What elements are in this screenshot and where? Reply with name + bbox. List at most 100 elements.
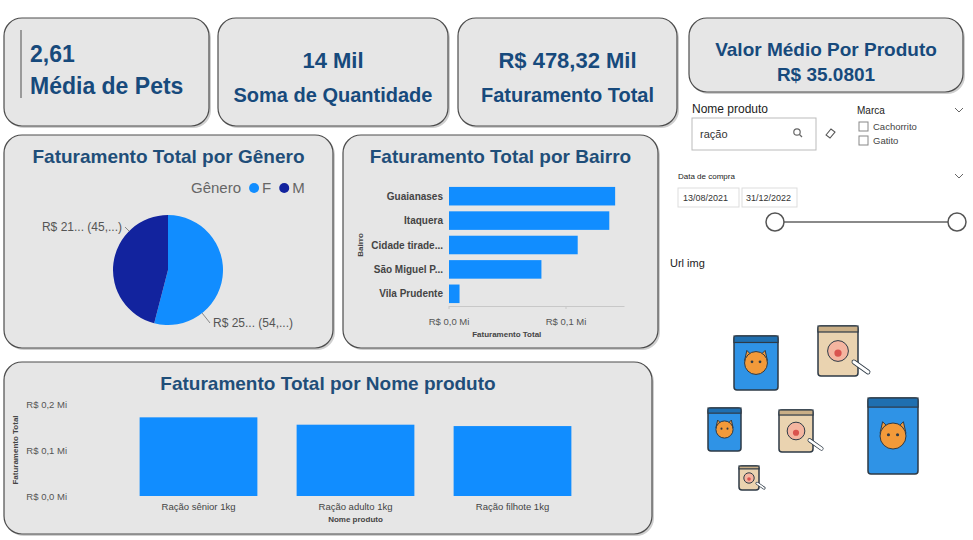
paw-pad bbox=[834, 349, 841, 356]
legend-label: F bbox=[262, 179, 271, 196]
chevron[interactable] bbox=[955, 174, 963, 178]
tick-label: Vila Prudente bbox=[379, 288, 443, 299]
tick-mark bbox=[117, 450, 120, 451]
bars bbox=[140, 417, 572, 496]
cat-eye bbox=[751, 360, 754, 363]
axis-title: Faturamento Total bbox=[11, 415, 20, 484]
leader-line bbox=[202, 313, 210, 323]
data-label: R$ 21... (45,...) bbox=[42, 220, 122, 234]
bone bbox=[757, 483, 764, 488]
tick-label: R$ 0,1 Mi bbox=[546, 316, 587, 327]
chart-title: Faturamento Total por Gênero bbox=[32, 146, 304, 167]
bag-body bbox=[868, 398, 918, 474]
cat-face bbox=[745, 352, 768, 375]
chart-panel bbox=[4, 135, 333, 348]
slicer-title: Marca bbox=[857, 105, 885, 116]
card-accent bbox=[20, 30, 22, 98]
chart-title: Faturamento Total por Nome produto bbox=[160, 373, 495, 394]
date-box[interactable] bbox=[678, 188, 739, 207]
slicer-title: Url img bbox=[670, 257, 705, 269]
pet-food-icon bbox=[779, 410, 822, 452]
slicer-title: Nome produto bbox=[692, 102, 768, 116]
bar bbox=[449, 236, 578, 255]
paw bbox=[787, 422, 805, 440]
slicer-option: Gatito bbox=[873, 135, 898, 146]
axis-title: Faturamento Total bbox=[472, 330, 541, 339]
cat-eye bbox=[726, 428, 728, 430]
checkbox[interactable] bbox=[859, 136, 868, 145]
date-text: 31/12/2022 bbox=[746, 193, 791, 203]
date-text: 13/08/2021 bbox=[683, 193, 728, 203]
paw bbox=[744, 473, 754, 483]
tick-label: Ração sênior 1kg bbox=[162, 501, 236, 512]
bar bbox=[297, 425, 415, 496]
kpi-card bbox=[458, 18, 677, 126]
chart-panel bbox=[4, 362, 652, 534]
kpi-value: 14 Mil bbox=[302, 48, 363, 73]
kpi-label: Valor Médio Por Produto bbox=[715, 39, 937, 60]
date-box[interactable] bbox=[742, 188, 797, 207]
pet-food-icon bbox=[708, 408, 741, 451]
tick-label: Guaianases bbox=[387, 191, 444, 202]
kpi-label: Média de Pets bbox=[30, 73, 183, 99]
tick-label: Cidade tirade... bbox=[371, 240, 443, 251]
bone bbox=[757, 483, 764, 488]
cat-face bbox=[716, 421, 733, 438]
bag-top bbox=[734, 336, 778, 342]
tick-label: Ração filhote 1kg bbox=[476, 501, 549, 512]
bag-body bbox=[708, 408, 741, 451]
bone bbox=[854, 362, 868, 372]
tick-label: R$ 0,2 Mi bbox=[26, 399, 67, 410]
axis-title: Bairro bbox=[356, 233, 365, 257]
pet-food-icon bbox=[734, 336, 778, 390]
tick-mark bbox=[117, 496, 120, 497]
bar bbox=[449, 285, 460, 304]
tick-label: R$ 0,0 Mi bbox=[429, 316, 470, 327]
dashboard: 2,61 Média de Pets 14 Mil Soma de Quantidad… bbox=[0, 0, 973, 540]
cat-face bbox=[880, 423, 906, 449]
bar bbox=[140, 417, 258, 496]
search-box[interactable] bbox=[692, 118, 816, 150]
paw-pad bbox=[747, 477, 751, 481]
kpi-value: 2,61 bbox=[30, 41, 75, 67]
eraser-icon[interactable] bbox=[826, 129, 835, 138]
slider-handle[interactable] bbox=[948, 213, 966, 231]
axis-title: Nome produto bbox=[328, 515, 383, 524]
bar bbox=[454, 426, 572, 496]
kpi-label: Soma de Quantidade bbox=[234, 84, 433, 106]
bone bbox=[810, 440, 822, 448]
kpi-card bbox=[4, 18, 209, 126]
bag-top bbox=[779, 410, 813, 415]
pet-food-icon bbox=[739, 466, 764, 490]
slicer-option: Cachorrito bbox=[873, 121, 917, 132]
bag-top bbox=[868, 398, 918, 407]
kpi-label: Faturamento Total bbox=[481, 84, 654, 106]
tick-label: Itaquera bbox=[404, 215, 443, 226]
slider-handle[interactable] bbox=[766, 213, 784, 231]
pet-food-icon bbox=[818, 326, 868, 376]
search-icon bbox=[800, 135, 803, 138]
cat-eye bbox=[759, 360, 762, 363]
bars bbox=[449, 187, 615, 303]
bar bbox=[449, 187, 615, 206]
tick-mark bbox=[566, 306, 567, 309]
tick-label: R$ 0,0 Mi bbox=[26, 491, 67, 502]
bone bbox=[854, 362, 868, 372]
chart-title: Faturamento Total por Bairro bbox=[370, 146, 631, 167]
legend-swatch bbox=[279, 183, 289, 193]
checkbox[interactable] bbox=[859, 122, 868, 131]
bag-body bbox=[739, 466, 759, 490]
leader-line bbox=[125, 227, 129, 231]
cat-eye bbox=[887, 433, 890, 436]
bag-body bbox=[734, 336, 778, 390]
kpi-card bbox=[689, 18, 963, 92]
paw bbox=[828, 341, 849, 362]
tick-label: R$ 0,1 Mi bbox=[26, 445, 67, 456]
chevron[interactable] bbox=[955, 108, 963, 112]
tick-label: São Miguel P... bbox=[374, 264, 443, 275]
tick-mark bbox=[117, 404, 120, 405]
paw-pad bbox=[793, 430, 799, 436]
legend-title: Gênero bbox=[191, 179, 241, 196]
axis-line bbox=[449, 306, 625, 307]
slider-track bbox=[775, 221, 957, 223]
